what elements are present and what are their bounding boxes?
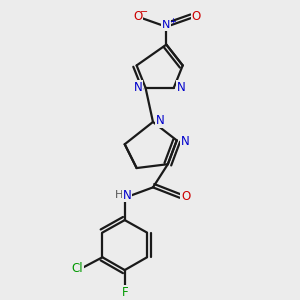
Text: O: O [191,11,201,23]
Text: −: − [140,8,148,17]
Text: O: O [133,11,142,23]
Text: N: N [181,135,190,148]
Text: F: F [122,286,128,299]
Text: Cl: Cl [71,262,83,275]
Text: N: N [177,81,186,94]
Text: N: N [134,81,142,94]
Text: N: N [162,20,170,30]
Text: N: N [156,114,165,127]
Text: N: N [123,189,131,202]
Text: O: O [181,190,190,203]
Text: H: H [115,190,124,200]
Text: +: + [169,17,176,26]
